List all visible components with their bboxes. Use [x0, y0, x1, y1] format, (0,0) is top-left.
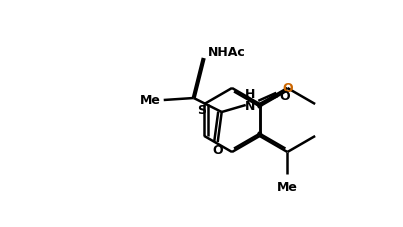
Text: O: O	[212, 143, 223, 156]
Text: NHAc: NHAc	[208, 45, 245, 59]
Text: H: H	[245, 87, 255, 101]
Text: O: O	[282, 81, 293, 94]
Text: Me: Me	[277, 181, 298, 194]
Text: Me: Me	[140, 94, 161, 106]
Text: O: O	[279, 89, 290, 103]
Text: S: S	[197, 104, 206, 116]
Text: N: N	[245, 99, 255, 113]
